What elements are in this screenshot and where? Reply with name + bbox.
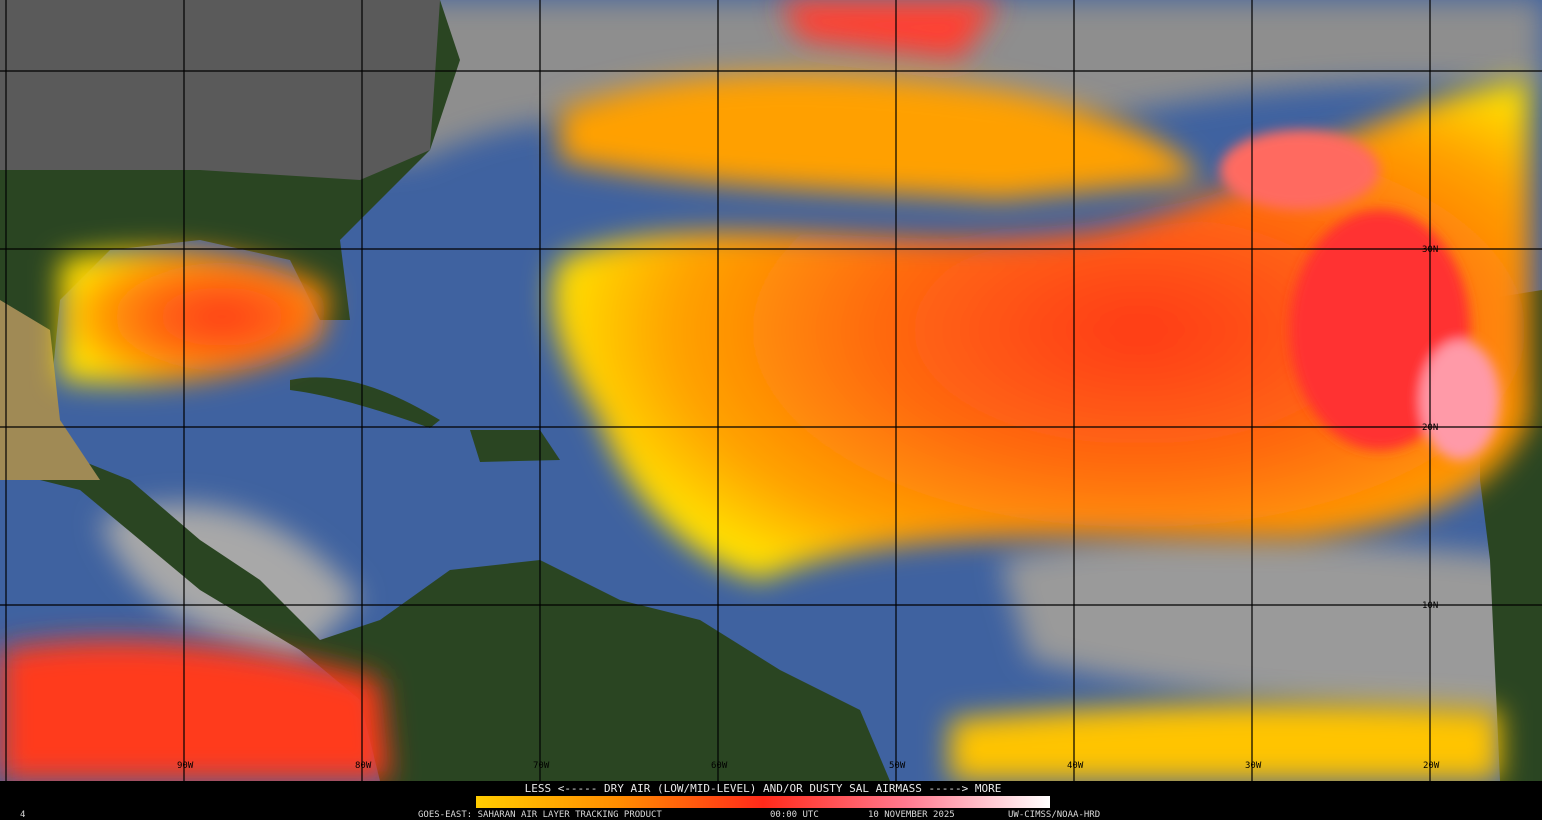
lon-labels: 90W 80W 70W 60W 50W 40W 30W 20W [177,761,1440,771]
lon-label: 30W [1245,761,1262,771]
lon-label: 50W [889,761,906,771]
legend-caption: LESS <----- DRY AIR (LOW/MID-LEVEL) AND/… [525,782,1002,795]
lon-label: 20W [1423,761,1440,771]
date: 10 NOVEMBER 2025 [868,810,955,820]
lat-label: 30N [1422,245,1438,255]
dust-core [1220,130,1500,460]
time: 00:00 UTC [770,810,819,820]
corner-label: 4 [20,810,25,820]
product: GOES-EAST: SAHARAN AIR LAYER TRACKING PR… [418,810,662,820]
lon-label: 70W [533,761,550,771]
lat-label: 20N [1422,423,1438,433]
lon-label: 40W [1067,761,1084,771]
lon-label: 90W [177,761,194,771]
lon-label: 60W [711,761,728,771]
graticule [0,0,1542,781]
lon-label: 80W [355,761,372,771]
lat-label: 10N [1422,601,1438,611]
lat-labels: 30N 20N 10N [1422,245,1438,611]
credit: UW-CIMSS/NOAA-HRD [1008,810,1100,820]
color-scale [476,796,1050,808]
